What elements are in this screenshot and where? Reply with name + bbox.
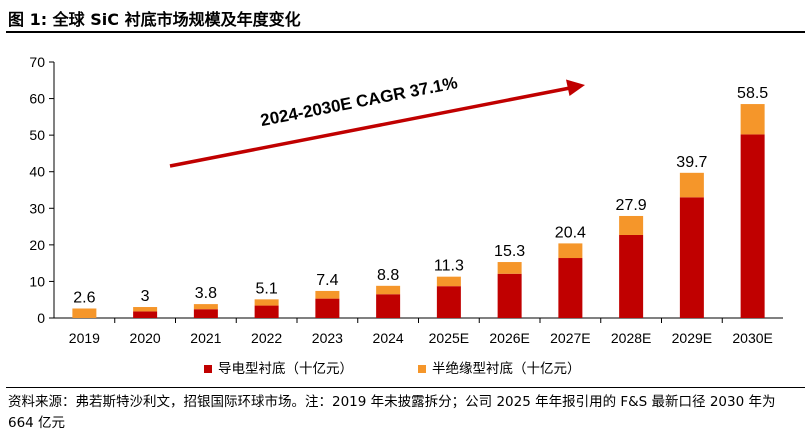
total-data-label: 58.5 bbox=[737, 85, 768, 102]
cagr-arrow-line bbox=[169, 86, 571, 168]
total-data-label: 5.1 bbox=[256, 280, 278, 297]
bar-conductive bbox=[740, 134, 765, 318]
y-tick-label: 70 bbox=[29, 54, 45, 70]
total-data-label: 11.3 bbox=[434, 258, 464, 275]
bars bbox=[72, 104, 765, 318]
y-tick-label: 0 bbox=[37, 310, 45, 326]
x-tick-label: 2020 bbox=[130, 330, 161, 346]
y-tick-label: 10 bbox=[29, 273, 45, 289]
bar-semi-insulating bbox=[679, 172, 704, 198]
total-data-label: 8.8 bbox=[377, 267, 399, 284]
sic-market-chart: 0 10 20 30 40 50 60 70 2.6 3 3.8 5.1 7.4 8.8 11.3 15.3… bbox=[29, 54, 783, 376]
x-tick-label: 2024 bbox=[373, 330, 404, 346]
total-data-label: 20.4 bbox=[555, 224, 586, 241]
y-axis-ticks: 0 10 20 30 40 50 60 70 bbox=[29, 54, 54, 326]
bar-conductive bbox=[315, 298, 340, 318]
x-tick-label: 2021 bbox=[190, 330, 221, 346]
bar-semi-insulating bbox=[558, 243, 583, 259]
bar-semi-insulating bbox=[315, 290, 340, 299]
bar-semi-insulating bbox=[254, 299, 279, 306]
figure-title: 图 1: 全球 SiC 衬底市场规模及年度变化 bbox=[8, 10, 301, 29]
x-tick-label: 2029E bbox=[672, 330, 712, 346]
total-data-label: 7.4 bbox=[316, 272, 338, 289]
bar-semi-insulating bbox=[376, 285, 401, 295]
x-tick-label: 2028E bbox=[611, 330, 651, 346]
y-tick-label: 40 bbox=[29, 164, 45, 180]
y-tick-label: 30 bbox=[29, 200, 45, 216]
x-tick-label: 2030E bbox=[732, 330, 772, 346]
bar-semi-insulating bbox=[497, 262, 522, 274]
x-tick-label: 2019 bbox=[69, 330, 100, 346]
x-tick-label: 2022 bbox=[251, 330, 282, 346]
bar-conductive bbox=[254, 305, 279, 318]
bar-conductive bbox=[497, 273, 522, 318]
y-tick-label: 50 bbox=[29, 127, 45, 143]
total-data-label: 3.8 bbox=[195, 285, 217, 302]
total-data-label: 27.9 bbox=[616, 197, 647, 214]
bar-conductive bbox=[133, 311, 158, 318]
cagr-annotation: 2024-2030E CAGR 37.1% bbox=[259, 73, 459, 130]
source-rule bbox=[6, 387, 805, 388]
x-tick-label: 2026E bbox=[489, 330, 529, 346]
legend-swatch-semi-insulating bbox=[418, 365, 426, 373]
bar-semi-insulating bbox=[72, 308, 97, 318]
total-data-label: 2.6 bbox=[73, 289, 95, 306]
bar-semi-insulating bbox=[619, 215, 644, 235]
total-data-label: 3 bbox=[141, 288, 150, 305]
bar-semi-insulating bbox=[133, 307, 158, 312]
bar-conductive bbox=[619, 234, 644, 318]
bar-semi-insulating bbox=[193, 304, 218, 310]
y-tick-label: 20 bbox=[29, 237, 45, 253]
x-tick-label: 2027E bbox=[550, 330, 590, 346]
legend-swatch-conductive bbox=[204, 365, 212, 373]
x-axis-ticks: 2019 2020 2021 2022 2023 2024 2025E 2026E 2027E 2… bbox=[69, 318, 773, 346]
bar-conductive bbox=[558, 258, 583, 318]
bar-conductive bbox=[193, 309, 218, 318]
legend-label-semi-insulating: 半绝缘型衬底（十亿元） bbox=[432, 361, 581, 376]
title-rule bbox=[6, 31, 805, 33]
cagr-arrow bbox=[169, 79, 585, 168]
x-tick-label: 2023 bbox=[312, 330, 343, 346]
bar-conductive bbox=[436, 286, 461, 318]
data-labels: 2.6 3 3.8 5.1 7.4 8.8 11.3 15.3 20.4 27.9 39.7 58.5 bbox=[73, 85, 768, 306]
total-data-label: 15.3 bbox=[494, 243, 525, 260]
bar-semi-insulating bbox=[740, 104, 765, 135]
total-data-label: 39.7 bbox=[676, 154, 707, 171]
cagr-arrow-head bbox=[566, 79, 585, 96]
bar-conductive bbox=[376, 294, 401, 318]
x-tick-label: 2025E bbox=[429, 330, 469, 346]
bar-conductive bbox=[679, 197, 704, 318]
source-note: 资料来源：弗若斯特沙利文，招银国际环球市场。注：2019 年未披露拆分；公司 2… bbox=[8, 394, 776, 431]
legend: 导电型衬底（十亿元） 半绝缘型衬底（十亿元） bbox=[204, 361, 581, 376]
bar-semi-insulating bbox=[436, 276, 461, 287]
legend-label-conductive: 导电型衬底（十亿元） bbox=[218, 361, 353, 376]
y-tick-label: 60 bbox=[29, 91, 45, 107]
